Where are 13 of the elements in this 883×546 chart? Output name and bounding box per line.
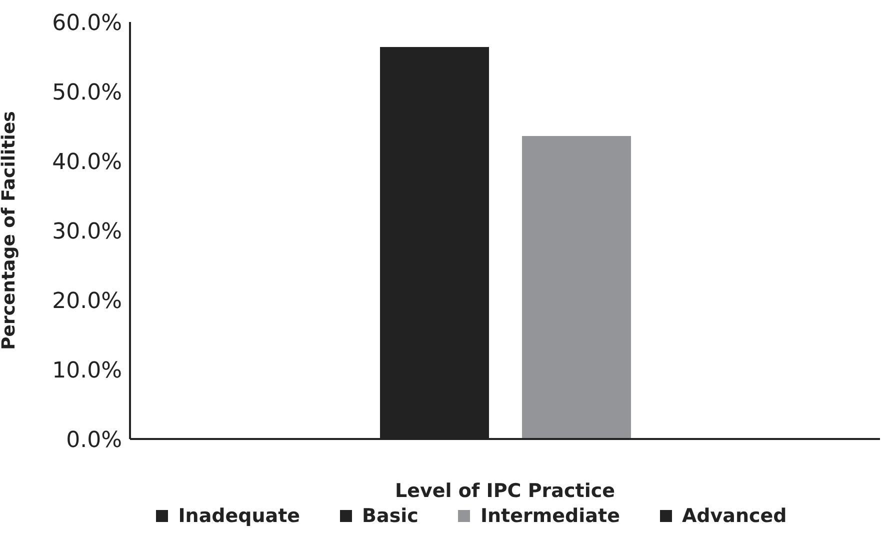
y-tick-label: 30.0% xyxy=(52,219,122,244)
legend-label: Basic xyxy=(362,505,418,527)
legend-label: Intermediate xyxy=(480,505,620,527)
y-tick-label: 60.0% xyxy=(52,10,122,36)
y-tick-label: 40.0% xyxy=(52,150,122,175)
x-axis-title: Level of IPC Practice xyxy=(394,480,616,502)
y-tick-label: 20.0% xyxy=(52,288,122,314)
legend-label: Inadequate xyxy=(178,505,300,527)
legend-label: Advanced xyxy=(682,505,787,527)
y-tick-label: 0.0% xyxy=(66,428,122,453)
y-axis-title: Percentage of Facilities xyxy=(0,111,20,350)
y-tick-label: 50.0% xyxy=(52,80,122,106)
y-tick-label: 10.0% xyxy=(52,358,122,384)
